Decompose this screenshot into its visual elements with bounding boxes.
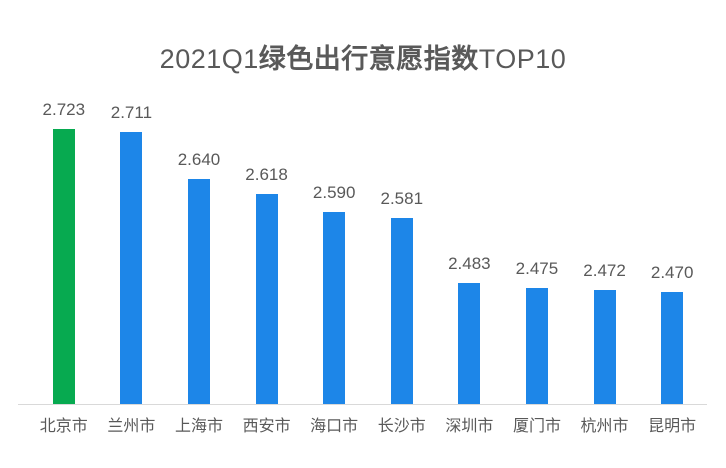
bar-column: 2.590 — [300, 100, 368, 404]
chart-title-suffix: TOP10 — [478, 44, 567, 74]
x-axis-label: 北京市 — [39, 418, 88, 435]
bar-value-label: 2.618 — [245, 165, 288, 184]
chart-title-prefix: 2021Q1 — [159, 44, 259, 74]
bar-column: 2.711 — [98, 100, 166, 404]
bar-column: 2.483 — [436, 100, 504, 404]
bar-column: 2.470 — [638, 100, 706, 404]
bar — [323, 212, 346, 404]
x-axis-label: 长沙市 — [377, 418, 426, 435]
bar-value-label: 2.470 — [650, 263, 694, 282]
x-axis-label: 厦门市 — [512, 418, 561, 435]
x-axis-label: 杭州市 — [580, 418, 629, 435]
bar — [458, 283, 481, 404]
bar — [187, 179, 210, 404]
bar — [661, 292, 684, 404]
x-axis-label: 海口市 — [310, 418, 359, 435]
bar-value-label: 2.483 — [448, 254, 491, 273]
bar — [525, 288, 548, 404]
bar-value-label: 2.711 — [110, 103, 153, 122]
bar — [390, 218, 413, 404]
x-axis-label: 昆明市 — [648, 418, 697, 435]
bar-column: 2.472 — [571, 100, 639, 404]
bar-column: 2.475 — [503, 100, 571, 404]
bar-value-label: 2.590 — [312, 183, 356, 202]
bar-column: 2.581 — [368, 100, 436, 404]
x-axis-label: 兰州市 — [107, 418, 156, 435]
bar-column: 2.723 — [30, 100, 98, 404]
bar-value-label: 2.475 — [515, 259, 559, 278]
bar-column: 2.618 — [233, 100, 301, 404]
x-axis-line — [18, 404, 707, 405]
bar — [255, 194, 278, 404]
bar — [52, 129, 75, 404]
bar — [120, 132, 143, 404]
chart-title-main: 绿色出行意愿指数 — [258, 44, 479, 74]
plot-area: 2.723 2.711 2.640 2.618 2.590 2.581 2.483 2.475… — [30, 100, 706, 404]
bar-column: 2.640 — [165, 100, 233, 404]
bar-value-label: 2.723 — [42, 100, 86, 119]
bar — [593, 290, 616, 404]
chart-title: 2021Q1绿色出行意愿指数TOP10 — [0, 42, 726, 76]
x-axis-label: 西安市 — [242, 418, 291, 435]
x-axis-label: 上海市 — [174, 418, 223, 435]
bar-value-label: 2.640 — [177, 150, 221, 169]
bar-value-label: 2.581 — [380, 189, 424, 208]
x-axis-labels: 北京市 兰州市 上海市 西安市 海口市 长沙市 深圳市 厦门市 杭州市 昆明市 — [30, 417, 706, 436]
x-axis-label: 深圳市 — [445, 418, 494, 435]
bar-value-label: 2.472 — [583, 261, 626, 280]
